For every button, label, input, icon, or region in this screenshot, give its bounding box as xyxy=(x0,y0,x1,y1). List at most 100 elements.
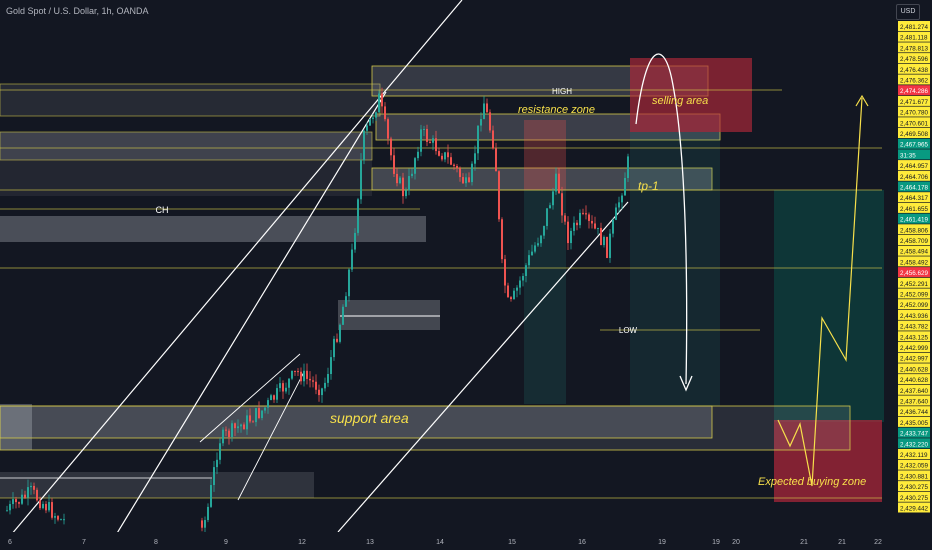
candle-body xyxy=(624,177,626,196)
candle-body xyxy=(264,407,266,411)
label-buying-zone: Expected buying zone xyxy=(758,476,866,488)
candle-body xyxy=(606,236,608,258)
y-tick-label: 2,430.275 xyxy=(900,484,929,491)
y-tick-bg xyxy=(898,128,930,138)
candle-body xyxy=(351,249,353,270)
candle-body xyxy=(348,269,350,297)
candle-body xyxy=(291,370,293,379)
candle-body xyxy=(285,387,287,392)
y-tick-bg xyxy=(898,459,930,470)
candle-body xyxy=(567,221,569,244)
y-tick-bg xyxy=(898,267,930,278)
candle-body xyxy=(276,388,278,400)
label-ch: CH xyxy=(156,205,169,215)
y-tick-bg xyxy=(898,481,930,492)
candle-body xyxy=(528,255,530,266)
candle-body xyxy=(231,423,233,437)
candle-body xyxy=(456,165,458,169)
candle-body xyxy=(423,128,425,130)
candle-body xyxy=(402,177,404,197)
y-tick-bg xyxy=(898,117,930,128)
candle-body xyxy=(342,306,344,325)
candle-body xyxy=(321,388,323,396)
y-tick-label: 2,470.780 xyxy=(900,110,929,117)
y-tick-label: 2,474.286 xyxy=(900,88,929,95)
zone-left-small xyxy=(0,404,32,450)
zone-upper-left-2 xyxy=(0,131,373,161)
candle-body xyxy=(375,112,377,118)
y-tick-bg xyxy=(898,491,930,502)
y-tick-bg xyxy=(898,213,930,224)
candle-body xyxy=(324,382,326,389)
y-tick-bg xyxy=(898,63,930,74)
teal-projection-box xyxy=(630,132,720,406)
zone-upper-left-3 xyxy=(0,160,372,196)
zone-bottom xyxy=(0,472,314,498)
x-tick-label: 12 xyxy=(298,539,306,546)
y-tick-label: 2,458.709 xyxy=(900,238,929,245)
y-tick-label: 2,458.492 xyxy=(900,259,929,266)
zone-ch-block xyxy=(0,216,426,242)
candle-body xyxy=(621,195,623,203)
y-tick-bg xyxy=(898,352,930,363)
projection-arrowhead xyxy=(679,375,693,392)
candle-body xyxy=(582,212,584,214)
x-tick-label: 21 xyxy=(800,539,808,546)
candle-body xyxy=(405,190,407,197)
candle-body xyxy=(372,117,374,119)
zone-upper-left-1 xyxy=(0,83,381,117)
y-tick-label: 2,442.997 xyxy=(900,356,929,363)
candle-body xyxy=(441,155,443,160)
y-tick-bg xyxy=(898,149,930,160)
candle-body xyxy=(384,106,386,120)
y-tick-bg xyxy=(898,331,930,342)
x-tick-label: 6 xyxy=(8,539,12,546)
candle-body xyxy=(261,410,263,419)
candle-body xyxy=(363,130,365,161)
candle-body xyxy=(420,129,422,152)
y-tick-bg xyxy=(898,160,930,171)
candle-body xyxy=(480,119,482,126)
candle-body xyxy=(282,383,284,392)
candle-body xyxy=(288,378,290,388)
buy-teal-box xyxy=(774,190,884,422)
candle-body xyxy=(294,370,296,372)
candle-body xyxy=(387,119,389,139)
candle-body xyxy=(522,276,524,281)
y-tick-label: 2,458.806 xyxy=(900,227,929,234)
y-tick-label: 2,437.640 xyxy=(900,388,929,395)
candle-body xyxy=(591,220,593,224)
y-tick-bg xyxy=(898,416,930,427)
candle-body xyxy=(438,151,440,156)
y-tick-bg xyxy=(898,395,930,406)
y-tick-label: 2,452.099 xyxy=(900,302,929,309)
y-tick-bg xyxy=(898,170,930,181)
y-tick-bg xyxy=(898,224,930,235)
x-tick-label: 19 xyxy=(712,539,720,546)
candle-body xyxy=(534,245,536,252)
candle-body xyxy=(222,429,224,444)
y-tick-bg xyxy=(898,427,930,438)
x-tick-label: 20 xyxy=(732,539,740,546)
candle-body xyxy=(627,156,629,178)
candle-body xyxy=(327,374,329,383)
y-tick-bg xyxy=(898,470,930,481)
y-tick-label: 2,456.629 xyxy=(900,270,929,277)
candle-body xyxy=(501,219,503,260)
candle-body xyxy=(540,235,542,244)
buy-red-box xyxy=(774,420,882,502)
candle-body xyxy=(477,125,479,154)
y-tick-bg xyxy=(898,299,930,310)
candle-body xyxy=(411,173,413,177)
y-tick-bg xyxy=(898,85,930,96)
candle-body xyxy=(513,290,515,300)
y-tick-label: 2,476.438 xyxy=(900,67,929,74)
candle-body xyxy=(246,415,248,430)
y-tick-label: 2,443.936 xyxy=(900,313,929,320)
y-tick-bg xyxy=(898,449,930,459)
candle-body xyxy=(381,93,383,107)
currency-button[interactable]: USD xyxy=(896,4,920,20)
y-tick-label: 2,443.125 xyxy=(900,334,929,341)
candle-body xyxy=(216,459,218,468)
